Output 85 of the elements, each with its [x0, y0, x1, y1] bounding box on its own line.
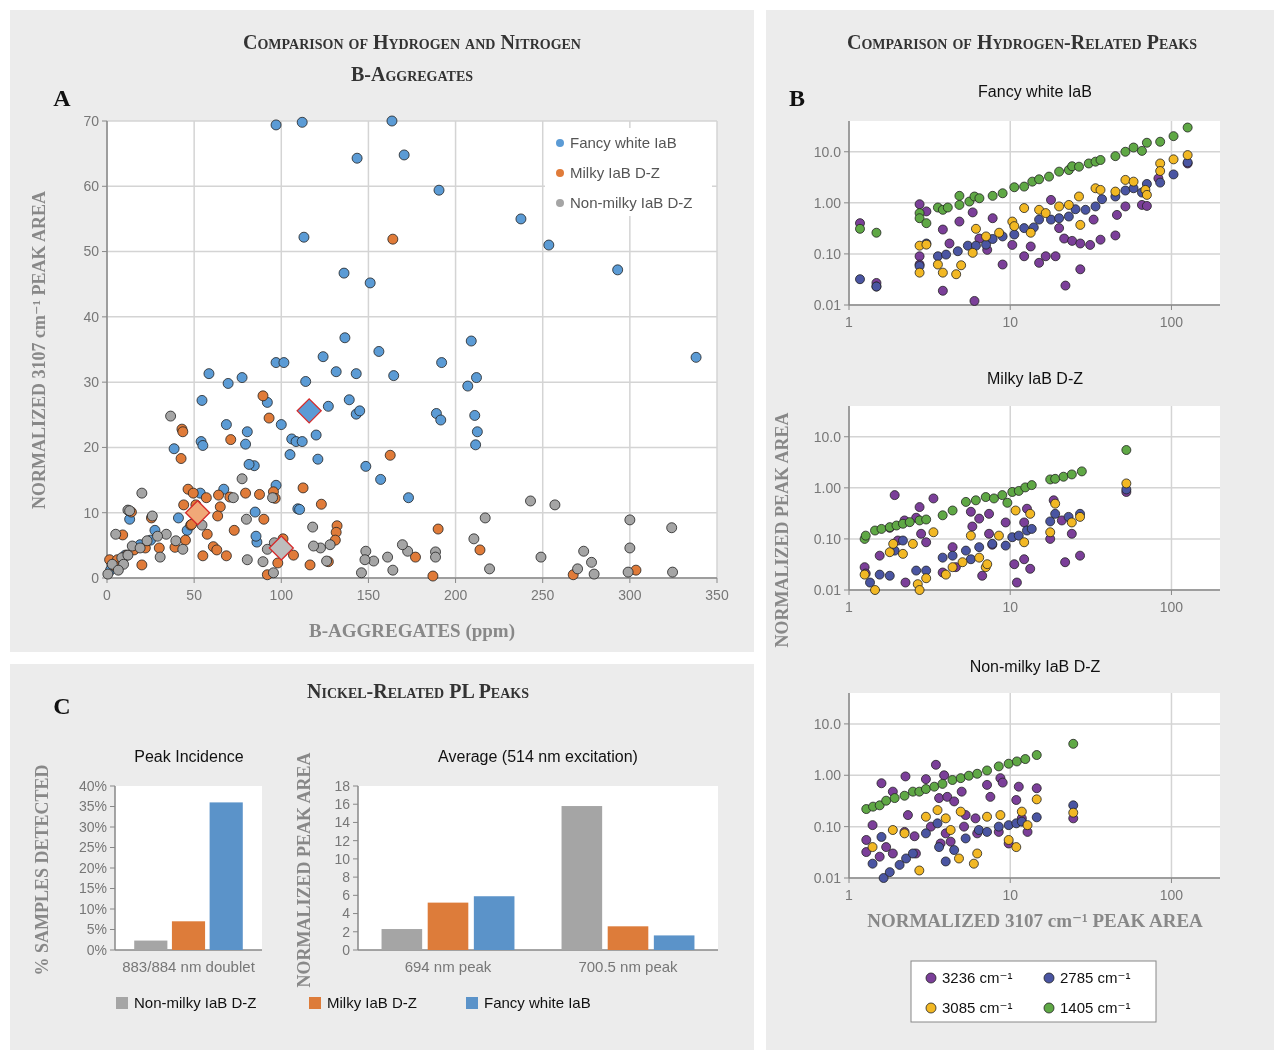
y-tick-label: 10	[334, 850, 351, 867]
text: B	[788, 85, 806, 111]
chart-title: Milky IaB D-Z	[987, 370, 1084, 387]
y-tick-label: 40	[83, 308, 100, 325]
x-tick-label: 100	[1159, 887, 1184, 903]
chart-subtitle: Fancy white IaB	[978, 83, 1092, 100]
y-tick-label: 8	[342, 869, 351, 886]
text: C	[53, 693, 71, 719]
x-tick-label: 694 nm peak	[404, 958, 492, 975]
x-tick-label: 250	[531, 587, 555, 603]
legend-label: 1405 cm⁻¹	[1060, 999, 1131, 1017]
y-tick-label: 70	[83, 112, 100, 129]
x-tick-label: 1	[845, 887, 854, 903]
y-tick-label: 5%	[86, 921, 107, 938]
y-tick-label: 50	[83, 243, 100, 260]
y-axis-title: NORMALIZED PEAK AREA	[294, 752, 314, 988]
y-tick-label: 20%	[78, 859, 107, 876]
x-tick-label: 100	[1159, 599, 1184, 615]
y-tick-label: 10	[83, 504, 100, 521]
x-tick-label: 350	[705, 587, 729, 603]
y-tick-label: 4	[342, 905, 351, 922]
y-tick-label: 15%	[78, 880, 107, 897]
y-tick-label: 18	[334, 777, 351, 794]
y-axis-title: % SAMPLES DETECTED	[32, 764, 52, 976]
y-tick-label: 0.01	[813, 296, 842, 313]
y-tick-label: 35%	[78, 798, 107, 815]
legend-label: Milky IaB D-Z	[327, 994, 417, 1012]
chart-subtitle: Average (514 nm excitation)	[438, 748, 638, 765]
legend-label: Fancy white IaB	[484, 994, 591, 1012]
x-tick-label: 883/884 nm doublet	[122, 958, 256, 975]
x-axis-title: NORMALIZED 3107 cm⁻¹ PEAK AREA	[867, 910, 1204, 931]
x-axis-title: B-AGGREGATES (ppm)	[308, 620, 516, 642]
x-tick-label: 300	[618, 587, 642, 603]
y-tick-label: 16	[334, 796, 351, 813]
x-tick-label: 50	[186, 587, 203, 603]
legend-label: 3236 cm⁻¹	[942, 969, 1013, 987]
chart-title: Comparison of Hydrogen and Nitrogen B-Aggregates	[243, 31, 581, 85]
y-tick-label: 14	[334, 814, 351, 831]
x-tick-label: 100	[269, 587, 294, 603]
chart-title: Comparison of Hydrogen-Related Peaks	[846, 31, 1198, 53]
x-tick-label: 10	[1002, 887, 1019, 903]
x-tick-label: 1	[845, 314, 854, 330]
legend-label: 3085 cm⁻¹	[942, 999, 1013, 1017]
legend-label: 2785 cm⁻¹	[1060, 969, 1131, 987]
y-tick-label: 0.10	[813, 818, 842, 835]
y-tick-label: 1.00	[813, 767, 842, 784]
y-axis-title: NORMALIZED PEAK AREA	[772, 412, 792, 648]
y-tick-label: 0	[342, 941, 351, 958]
y-tick-label: 0.01	[813, 581, 842, 598]
y-tick-label: 1.00	[813, 194, 842, 211]
legend-label: Non-milky IaB D-Z	[570, 194, 693, 212]
y-tick-label: 40%	[78, 777, 107, 794]
y-axis-title: NORMALIZED 3107 cm⁻¹ PEAK AREA	[29, 191, 49, 509]
x-tick-label: 150	[356, 587, 381, 603]
x-tick-label: 10	[1002, 314, 1019, 330]
y-tick-label: 25%	[78, 839, 107, 856]
y-tick-label: 6	[342, 887, 351, 904]
y-tick-label: 1.00	[813, 479, 842, 496]
legend-label: Fancy white IaB	[570, 134, 677, 152]
y-tick-label: 0	[91, 569, 100, 586]
text: A	[53, 85, 72, 111]
legend-label: Milky IaB D-Z	[570, 164, 660, 182]
y-tick-label: 12	[334, 832, 351, 849]
y-tick-label: 60	[83, 178, 100, 195]
y-tick-label: 20	[83, 439, 100, 456]
y-tick-label: 2	[342, 923, 351, 940]
chart-title: Nickel-Related PL Peaks	[307, 680, 530, 702]
y-tick-label: 10.0	[813, 143, 842, 160]
y-tick-label: 10.0	[813, 715, 842, 732]
y-tick-label: 10%	[78, 900, 107, 917]
chart-title: Peak Incidence	[134, 748, 244, 765]
y-tick-label: 0.10	[813, 530, 842, 547]
y-tick-label: 0.10	[813, 245, 842, 262]
x-tick-label: 10	[1002, 599, 1019, 615]
chart-title: Non-milky IaB D-Z	[969, 658, 1101, 675]
x-tick-label: 200	[443, 587, 468, 603]
y-tick-label: 0%	[86, 941, 107, 958]
legend-label: Non-milky IaB D-Z	[134, 994, 257, 1012]
y-tick-label: 30%	[78, 818, 107, 835]
x-tick-label: 700.5 nm peak	[578, 958, 679, 975]
y-tick-label: 10.0	[813, 428, 842, 445]
x-tick-label: 100	[1159, 314, 1184, 330]
y-tick-label: 0.01	[813, 869, 842, 886]
y-tick-label: 30	[83, 374, 100, 391]
x-tick-label: 1	[845, 599, 854, 615]
